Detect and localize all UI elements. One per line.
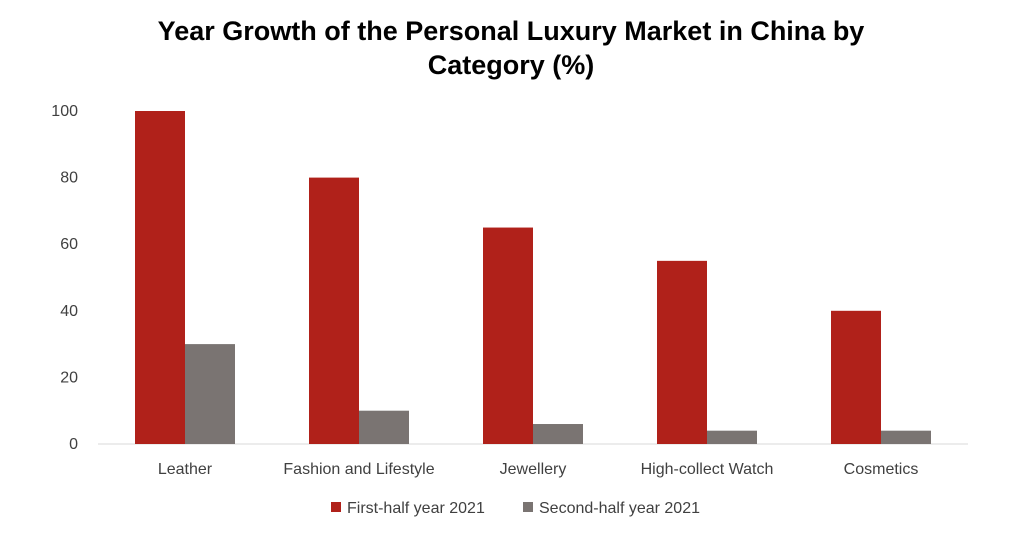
category-label: Cosmetics: [844, 461, 919, 478]
y-tick-label: 100: [51, 103, 78, 120]
category-label: Leather: [158, 461, 213, 478]
category-label: Jewellery: [500, 461, 567, 478]
category-label: Fashion and Lifestyle: [283, 461, 434, 478]
bar-second-half-3: [707, 430, 757, 444]
bar-second-half-4: [881, 430, 931, 444]
bar-first-half-0: [135, 111, 185, 444]
legend-swatch-0: [331, 502, 341, 512]
legend-swatch-1: [523, 502, 533, 512]
bar-first-half-2: [483, 227, 533, 444]
legend-label-1: Second-half year 2021: [539, 500, 700, 517]
legend-label-0: First-half year 2021: [347, 500, 485, 517]
bar-second-half-0: [185, 344, 235, 444]
category-labels: Leather Fashion and Lifestyle Jewellery Hig…: [158, 461, 918, 478]
bar-second-half-2: [533, 424, 583, 444]
y-tick-label: 80: [60, 170, 78, 187]
chart-title-line-2: Category (%): [427, 50, 595, 80]
bar-first-half-3: [657, 260, 707, 444]
legend: First-half year 2021 Second-half year 202…: [331, 500, 700, 517]
category-label: High-collect Watch: [641, 461, 774, 478]
bar-second-half-1: [359, 410, 409, 444]
y-tick-label: 40: [60, 303, 78, 320]
y-tick-label: 20: [60, 369, 78, 386]
chart-title: Year Growth of the Personal Luxury Marke…: [0, 14, 1022, 82]
bar-first-half-4: [831, 310, 881, 444]
y-tick-label: 60: [60, 236, 78, 253]
y-tick-label: 0: [69, 436, 78, 453]
chart-title-line-1: Year Growth of the Personal Luxury Marke…: [157, 16, 865, 46]
bars: [135, 111, 931, 444]
y-axis-ticks: 0 20 40 60 80 100: [51, 103, 78, 453]
bar-first-half-1: [309, 177, 359, 444]
